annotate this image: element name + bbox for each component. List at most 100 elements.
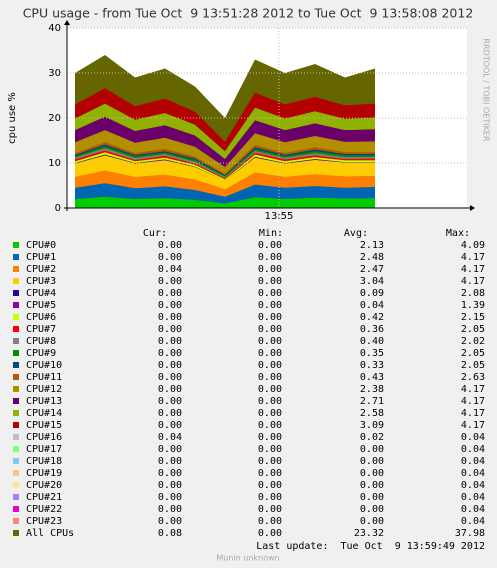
- legend-cur: 0.00: [158, 276, 182, 287]
- area: [75, 196, 375, 208]
- legend-avg: 0.00: [360, 492, 384, 503]
- legend-name: CPU#4: [26, 288, 56, 299]
- legend-swatch: [13, 266, 19, 272]
- legend-cur: 0.04: [158, 264, 182, 275]
- legend-avg: 0.00: [360, 456, 384, 467]
- legend-min: 0.00: [258, 336, 282, 347]
- legend-max: 0.04: [461, 480, 485, 491]
- legend-min: 0.00: [258, 444, 282, 455]
- legend-swatch: [13, 410, 19, 416]
- legend-max: 37.98: [455, 528, 485, 539]
- legend-swatch: [13, 290, 19, 296]
- area: [75, 103, 375, 159]
- area: [75, 183, 375, 204]
- area: [75, 148, 375, 179]
- legend-max: 0.04: [461, 444, 485, 455]
- legend-header: Cur:: [143, 228, 167, 239]
- legend-cur: 0.00: [158, 288, 182, 299]
- legend-swatch: [13, 278, 19, 284]
- side-text: RRDTOOL / TOBI OETIKER: [482, 38, 491, 141]
- legend-min: 0.00: [258, 372, 282, 383]
- legend-cur: 0.00: [158, 492, 182, 503]
- legend-avg: 2.47: [360, 264, 384, 275]
- legend-avg: 0.40: [360, 336, 384, 347]
- legend-name: CPU#20: [26, 480, 62, 491]
- y-tick-label: 40: [48, 23, 61, 34]
- legend-max: 0.04: [461, 504, 485, 515]
- legend-swatch: [13, 242, 19, 248]
- legend-swatch: [13, 470, 19, 476]
- legend-max: 2.02: [461, 336, 485, 347]
- legend-cur: 0.00: [158, 468, 182, 479]
- legend-swatch: [13, 458, 19, 464]
- legend-name: CPU#17: [26, 444, 62, 455]
- legend-swatch: [13, 254, 19, 260]
- legend-name: CPU#8: [26, 336, 56, 347]
- y-axis-label: cpu use %: [7, 92, 18, 144]
- area: [75, 155, 375, 190]
- x-tick-label: 13:55: [265, 211, 294, 222]
- legend-name: CPU#5: [26, 300, 56, 311]
- legend-max: 0.04: [461, 492, 485, 503]
- legend-avg: 0.00: [360, 480, 384, 491]
- legend-min: 0.00: [258, 432, 282, 443]
- legend-avg: 0.00: [360, 504, 384, 515]
- area: [75, 146, 375, 177]
- legend-cur: 0.04: [158, 432, 182, 443]
- legend-name: CPU#16: [26, 432, 62, 443]
- legend-min: 0.00: [258, 408, 282, 419]
- legend-name: CPU#6: [26, 312, 56, 323]
- legend-swatch: [13, 518, 19, 524]
- legend-avg: 0.00: [360, 516, 384, 527]
- area: [75, 130, 375, 174]
- legend-name: CPU#11: [26, 372, 62, 383]
- axes: 0 10 20 30 40 13:55: [48, 20, 475, 222]
- axis-arrow: [470, 205, 475, 211]
- legend-max: 4.17: [461, 252, 485, 263]
- legend-min: 0.00: [258, 264, 282, 275]
- legend-avg: 2.48: [360, 252, 384, 263]
- legend-max: 0.04: [461, 468, 485, 479]
- legend-name: CPU#14: [26, 408, 62, 419]
- legend-swatch: [13, 362, 19, 368]
- legend-name: CPU#7: [26, 324, 56, 335]
- legend-swatch: [13, 446, 19, 452]
- legend-avg: 0.43: [360, 372, 384, 383]
- legend-max: 2.63: [461, 372, 485, 383]
- legend-header: Avg:: [344, 228, 368, 239]
- y-tick-label: 30: [48, 68, 61, 79]
- legend-cur: 0.00: [158, 504, 182, 515]
- legend-min: 0.00: [258, 324, 282, 335]
- legend-cur: 0.00: [158, 324, 182, 335]
- legend-min: 0.00: [258, 420, 282, 431]
- y-tick-label: 0: [55, 203, 61, 214]
- legend-swatch: [13, 386, 19, 392]
- legend-max: 4.09: [461, 240, 485, 251]
- legend-avg: 3.04: [360, 276, 384, 287]
- legend-name: CPU#12: [26, 384, 62, 395]
- area: [75, 152, 375, 181]
- legend-swatch: [13, 530, 19, 536]
- legend-avg: 0.36: [360, 324, 384, 335]
- legend-min: 0.00: [258, 468, 282, 479]
- legend-min: 0.00: [258, 456, 282, 467]
- legend-min: 0.00: [258, 528, 282, 539]
- legend-name: CPU#18: [26, 456, 62, 467]
- legend-name: CPU#2: [26, 264, 56, 275]
- legend-swatch: [13, 350, 19, 356]
- legend-cur: 0.00: [158, 408, 182, 419]
- legend-avg: 0.02: [360, 432, 384, 443]
- legend-cur: 0.00: [158, 348, 182, 359]
- legend-min: 0.00: [258, 288, 282, 299]
- area: [75, 170, 375, 197]
- legend-min: 0.00: [258, 384, 282, 395]
- legend-cur: 0.00: [158, 456, 182, 467]
- legend-header: Max:: [446, 228, 470, 239]
- legend-min: 0.00: [258, 516, 282, 527]
- area: [75, 88, 375, 152]
- legend-max: 0.04: [461, 516, 485, 527]
- legend-name: All CPUs: [26, 528, 74, 539]
- area: [75, 154, 375, 181]
- legend-max: 2.08: [461, 288, 485, 299]
